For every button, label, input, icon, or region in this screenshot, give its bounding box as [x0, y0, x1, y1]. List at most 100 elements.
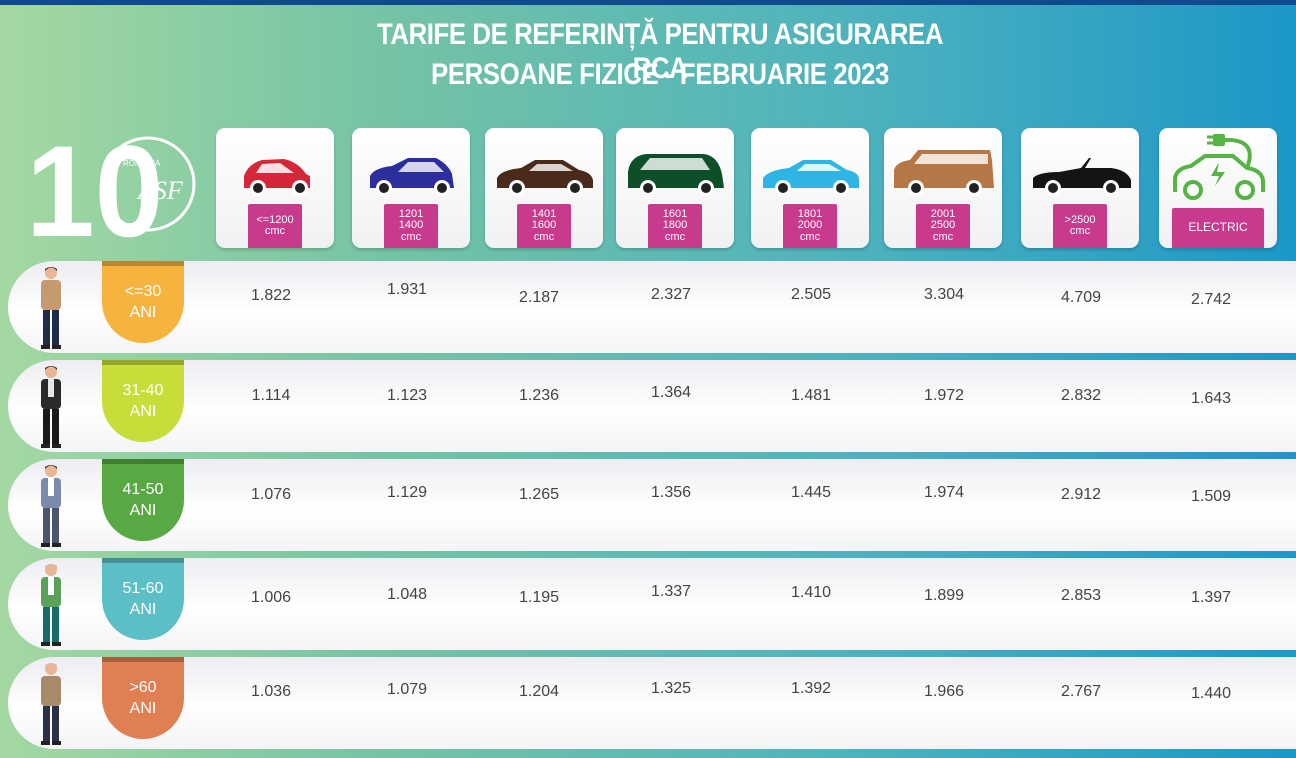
- tariff-value: 1.822: [250, 287, 292, 304]
- tariff-value: 1.972: [923, 387, 965, 404]
- tariff-value: 1.364: [650, 384, 692, 401]
- tariff-value: 1.899: [923, 587, 965, 604]
- tariff-value: 2.853: [1060, 587, 1102, 604]
- age-label: 31-40: [122, 382, 164, 399]
- category-label: 1201 1400 cmc: [384, 204, 438, 248]
- tariff-value: 2.912: [1060, 486, 1102, 503]
- tariff-value: 1.440: [1190, 685, 1232, 702]
- category-label: 1401 1600 cmc: [517, 204, 571, 248]
- category-label-line: cmc: [1069, 225, 1091, 237]
- table-row: 51-60 ANI: [8, 558, 1296, 650]
- age-label: 51-60: [122, 580, 164, 597]
- tariff-value: 1.931: [386, 281, 428, 298]
- category-label-line: cmc: [400, 230, 422, 243]
- table-row: 31-40 ANI: [8, 360, 1296, 452]
- logo-number: 10: [26, 124, 163, 244]
- tariff-value: 2.832: [1060, 387, 1102, 404]
- age-label: ANI: [129, 403, 157, 420]
- man-in-vest-icon: [36, 562, 66, 653]
- man-in-suit-icon: [36, 364, 66, 455]
- tariff-value: 1.325: [650, 680, 692, 697]
- tariff-value: 3.304: [923, 286, 965, 303]
- category-label-line: 1401: [531, 207, 557, 220]
- category-card: 1401 1600 cmc: [485, 128, 603, 248]
- tariff-value: 1.195: [518, 589, 560, 606]
- tariff-value: 1.114: [251, 387, 291, 404]
- tariff-value: 1.643: [1190, 390, 1232, 407]
- category-label-line: 2500: [930, 219, 956, 232]
- age-label: ANI: [129, 601, 157, 618]
- tariff-value: 1.204: [518, 683, 560, 700]
- tariff-value: 1.509: [1190, 488, 1232, 505]
- tariff-value: 1.079: [386, 681, 428, 698]
- category-label-line: 2001: [930, 207, 956, 220]
- category-label: <=1200 cmc: [248, 204, 302, 248]
- logo-monogram: ASF: [136, 176, 184, 205]
- age-label: ANI: [129, 502, 157, 519]
- age-ribbon: >60 ANI: [102, 657, 184, 739]
- category-label-line: 1201: [398, 207, 424, 220]
- tariff-value: 1.123: [386, 387, 428, 404]
- tariff-value: 1.356: [650, 484, 692, 501]
- tariff-value: 1.397: [1190, 589, 1232, 606]
- category-label-line: cmc: [533, 230, 555, 243]
- asf-10-logo: 10 ROMÂNIA ASF: [26, 124, 196, 244]
- page-title: TARIFE DE REFERINȚĂ PENTRU ASIGURAREA RC…: [376, 18, 944, 85]
- tariff-value: 1.048: [386, 586, 428, 603]
- tariff-value: 1.236: [518, 387, 560, 404]
- tariff-value: 1.974: [923, 484, 965, 501]
- tariff-value: 1.481: [790, 387, 832, 404]
- age-ribbon: <=30 ANI: [102, 261, 184, 343]
- tariff-value: 1.337: [650, 583, 692, 600]
- page-subtitle: PERSOANE FIZICE - FEBRUARIE 2023: [431, 58, 889, 91]
- category-card: 2001 2500 cmc: [884, 128, 1002, 248]
- category-label-line: >2500: [1064, 213, 1096, 226]
- category-card: 1801 2000 cmc: [751, 128, 869, 248]
- tariff-value: 2.767: [1060, 683, 1102, 700]
- tariff-value: 4.709: [1060, 289, 1102, 306]
- top-bar: [0, 0, 1296, 5]
- category-card: <=1200 cmc: [216, 128, 334, 248]
- age-label: ANI: [129, 304, 157, 321]
- tariff-value: 1.076: [250, 486, 292, 503]
- category-card: 1601 1800 cmc: [616, 128, 734, 248]
- category-label-line: cmc: [664, 230, 686, 243]
- category-label-line: <=1200: [256, 213, 294, 226]
- tariff-value: 1.410: [790, 584, 832, 601]
- category-label: 2001 2500 cmc: [916, 204, 970, 248]
- category-label-line: 1800: [662, 219, 688, 232]
- age-label: <=30: [124, 283, 162, 300]
- age-label: 41-50: [122, 481, 164, 498]
- category-label-line: 1601: [662, 207, 688, 220]
- tariff-value: 1.265: [518, 486, 560, 503]
- category-label-line: cmc: [264, 225, 286, 237]
- age-ribbon: 51-60 ANI: [102, 558, 184, 640]
- tariff-value: 1.966: [923, 683, 965, 700]
- category-label: ELECTRIC: [1172, 208, 1264, 248]
- tariff-value: 2.742: [1190, 291, 1232, 308]
- logo-country: ROMÂNIA: [123, 159, 161, 168]
- category-label-line: cmc: [799, 230, 821, 243]
- category-label-line: cmc: [932, 230, 954, 243]
- category-label-line: ELECTRIC: [1188, 220, 1248, 235]
- tariff-value: 2.505: [790, 286, 832, 303]
- tariff-value: 1.392: [790, 680, 832, 697]
- age-ribbon: 41-50 ANI: [102, 459, 184, 541]
- age-label: >60: [129, 679, 157, 696]
- category-card: 1201 1400 cmc: [352, 128, 470, 248]
- category-card: >2500 cmc: [1021, 128, 1139, 248]
- tariff-value: 1.129: [386, 484, 428, 501]
- category-label: >2500 cmc: [1053, 204, 1107, 248]
- category-label-line: 1400: [398, 219, 424, 232]
- tariff-value: 1.445: [790, 484, 832, 501]
- category-card: ELECTRIC: [1159, 128, 1277, 248]
- table-row: <=30 ANI: [8, 261, 1296, 353]
- category-label: 1601 1800 cmc: [648, 204, 702, 248]
- category-label-line: 1600: [531, 219, 557, 232]
- table-row: >60 ANI: [8, 657, 1296, 749]
- man-with-glasses-icon: [36, 463, 66, 554]
- elderly-man-icon: [36, 661, 66, 752]
- tariff-value: 1.006: [250, 589, 292, 606]
- tariff-value: 2.327: [650, 286, 692, 303]
- age-label: ANI: [129, 700, 157, 717]
